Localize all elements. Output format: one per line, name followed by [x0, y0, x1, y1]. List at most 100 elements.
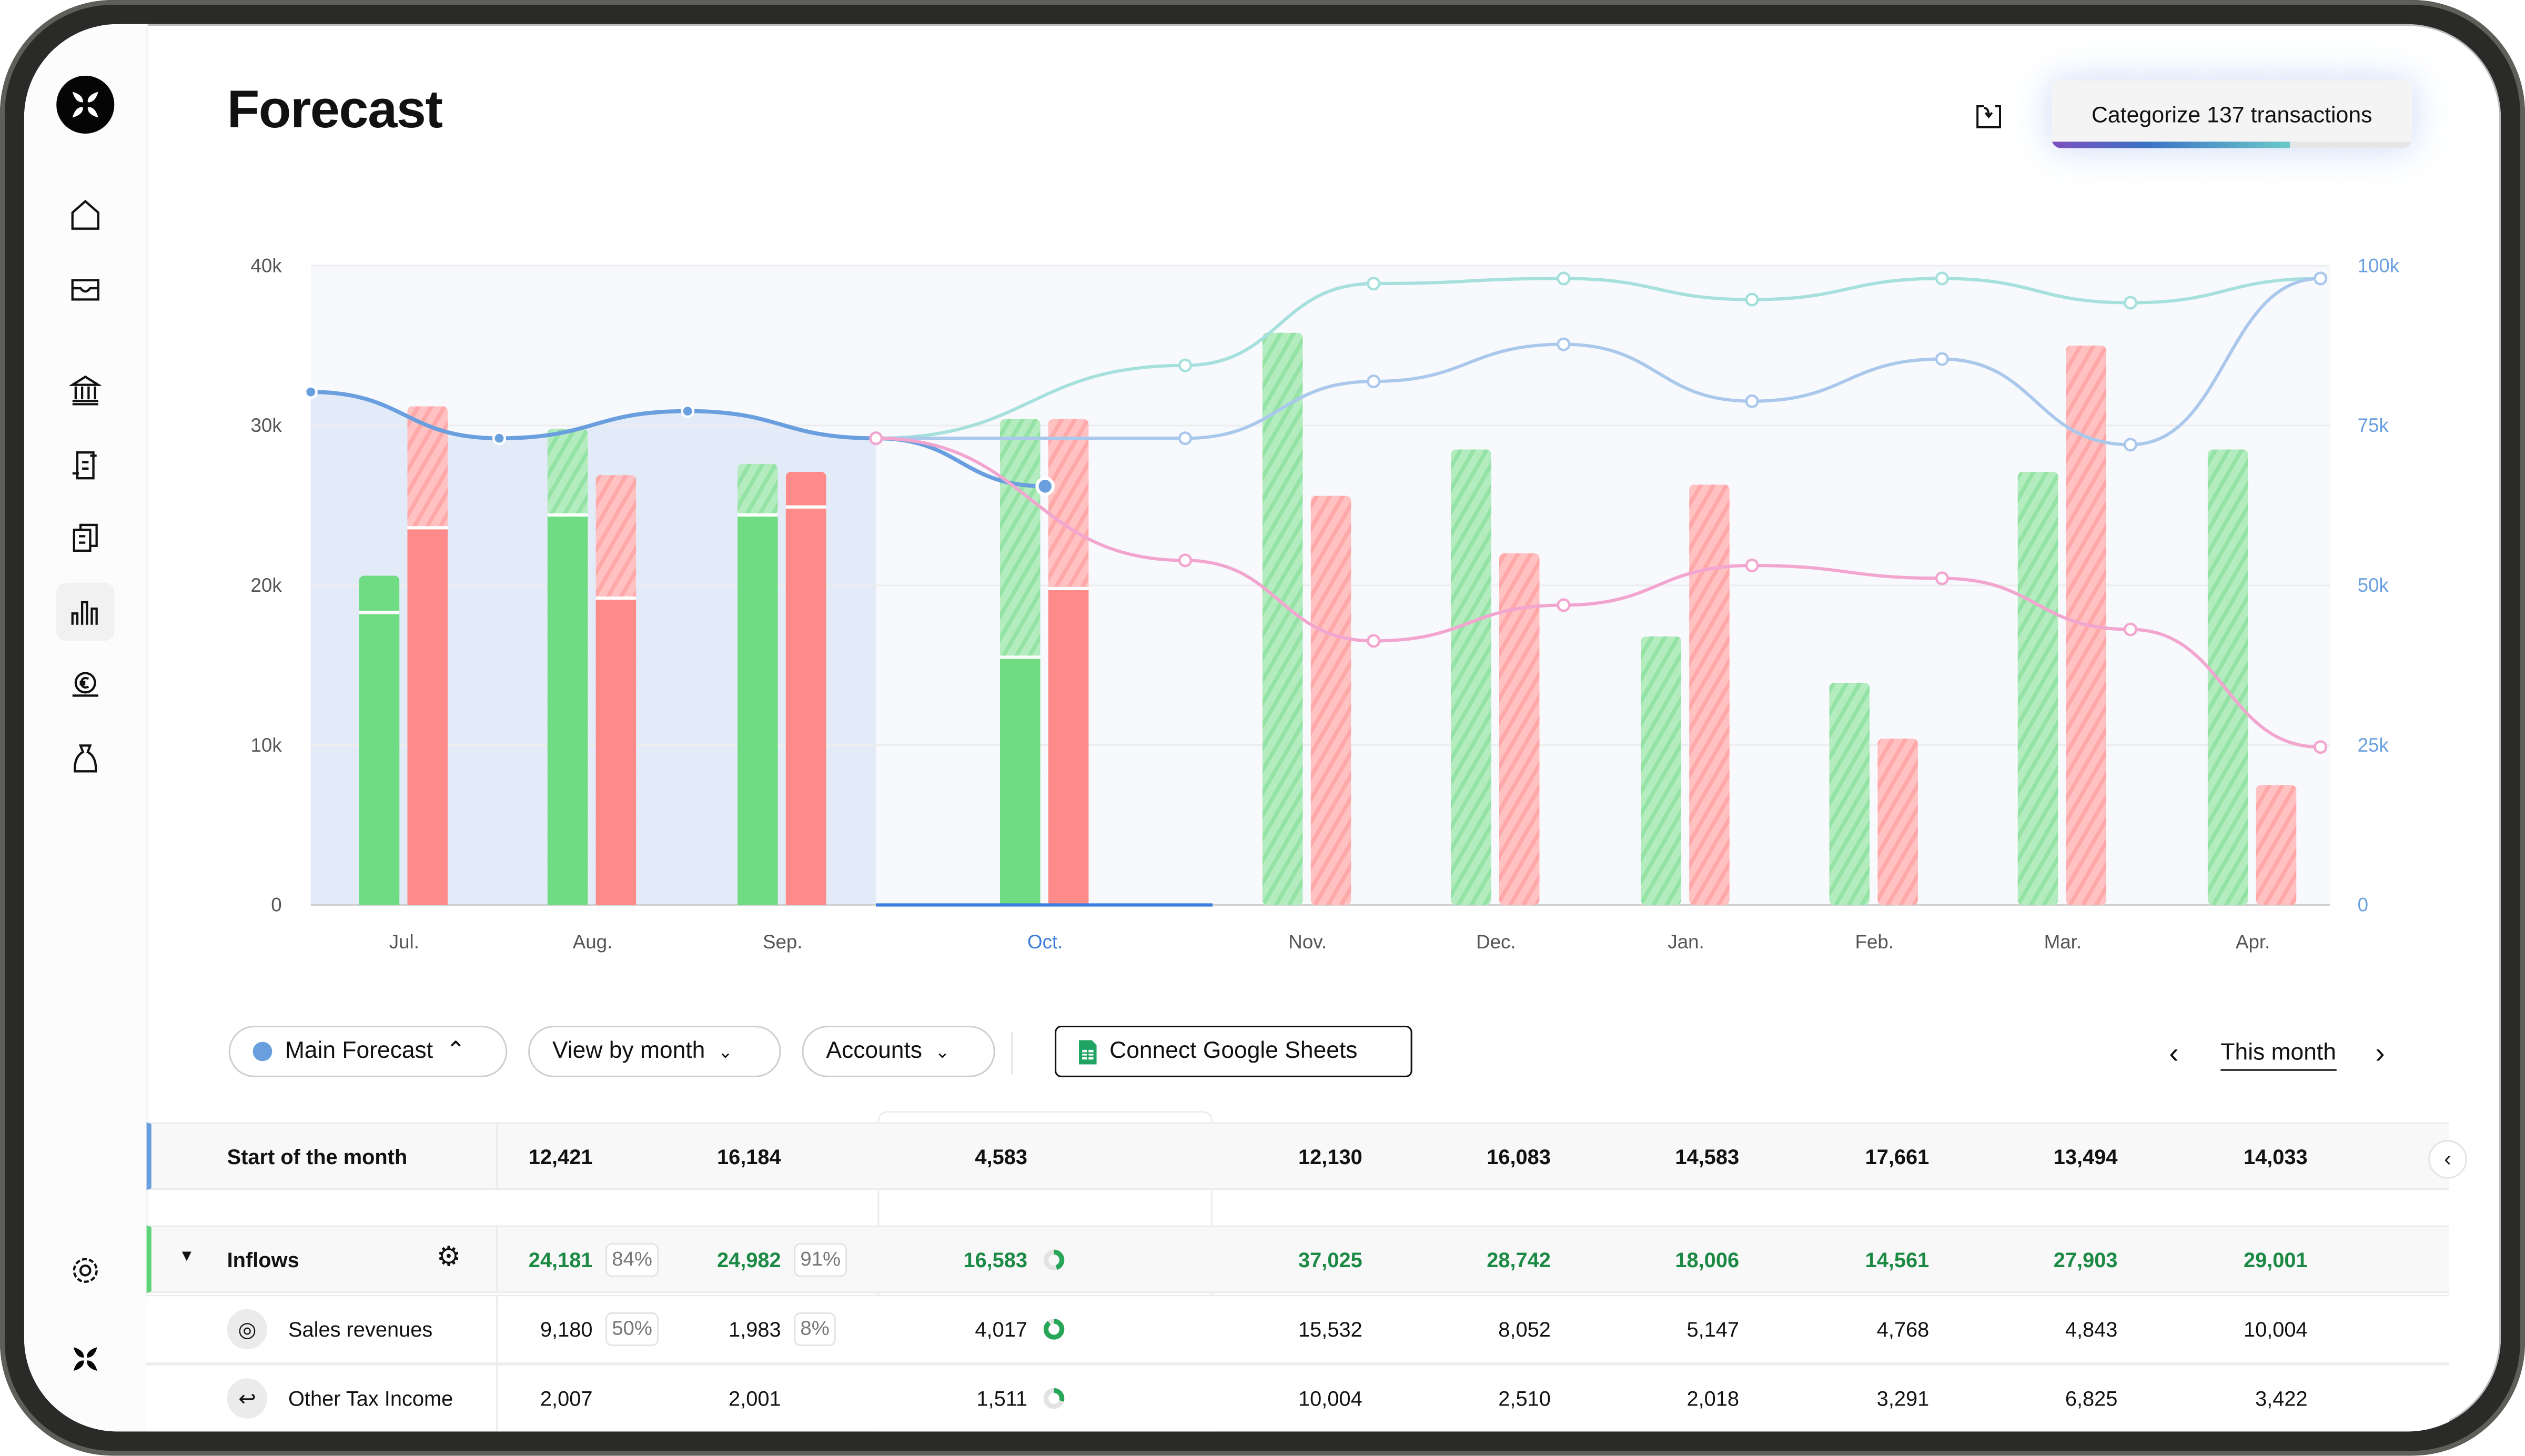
series-point: [1745, 394, 1759, 408]
inflows-bar-forecast: [1262, 332, 1303, 905]
inflows-bar-forecast: [1641, 636, 1681, 905]
sidebar-item-transactions[interactable]: [56, 437, 114, 494]
series-point: [492, 431, 506, 446]
progress-ring: [1043, 1319, 1065, 1340]
google-sheets-icon: [1079, 1039, 1097, 1064]
brand-mark: [56, 1330, 114, 1388]
progress-ring: [1043, 1249, 1065, 1271]
series-point: [1557, 271, 1571, 286]
cell-value: 4,768: [1876, 1317, 1930, 1341]
series-point: [1745, 292, 1759, 307]
x-tick-label: Jan.: [1668, 931, 1704, 953]
row-label: Inflows: [227, 1248, 299, 1272]
accounts-label: Accounts: [826, 1038, 923, 1065]
series-point: [1035, 477, 1055, 496]
outflows-bar-forecast: [2256, 785, 2297, 905]
right-tick-label: 0: [2358, 894, 2368, 916]
row-label: Other Tax Income: [288, 1386, 453, 1411]
sidebar-item-documents[interactable]: [56, 509, 114, 567]
balance-area: [310, 392, 876, 905]
cell-value: 1,511: [976, 1386, 1028, 1411]
sidebar-item-forecast[interactable]: [56, 583, 115, 641]
series-point: [2123, 438, 2137, 452]
collapse-columns-button[interactable]: ‹: [2428, 1140, 2467, 1179]
connect-google-sheets-button[interactable]: Connect Google Sheets: [1055, 1025, 1412, 1077]
accounts-dropdown[interactable]: Accounts ⌄: [802, 1025, 995, 1077]
sidebar-item-funding[interactable]: [56, 730, 114, 787]
previous-period-button[interactable]: ‹: [2169, 1037, 2179, 1069]
series-point: [2123, 296, 2137, 310]
series-point: [1935, 571, 1949, 585]
outflows-bar-forecast: [1499, 553, 1540, 905]
inflows-bar-forecast: [1451, 449, 1491, 905]
cell-value: 27,903: [2053, 1248, 2118, 1272]
expand-toggle-icon[interactable]: ▼: [178, 1248, 195, 1266]
gear-icon[interactable]: ⚙: [436, 1241, 461, 1272]
gear-icon: [73, 1258, 98, 1283]
bar-chart-icon: [71, 601, 98, 625]
cell-value: 4,583: [975, 1145, 1028, 1169]
cell-value: 29,001: [2243, 1248, 2308, 1272]
sidebar-item-home[interactable]: [56, 187, 114, 245]
series-point: [1935, 352, 1949, 366]
target-icon: ◎: [227, 1309, 268, 1350]
scenario-dropdown[interactable]: Main Forecast ⌃: [228, 1025, 508, 1077]
settings-button[interactable]: [56, 1241, 114, 1299]
series-point: [1745, 559, 1759, 573]
next-period-button[interactable]: ›: [2375, 1037, 2385, 1069]
cell-value: 4,017: [975, 1317, 1028, 1341]
series-point: [2314, 740, 2328, 754]
import-button[interactable]: [1974, 102, 2003, 138]
categorize-label: Categorize 137 transactions: [2091, 101, 2372, 127]
series-point: [869, 431, 883, 446]
x-tick-label: Mar.: [2044, 931, 2082, 953]
cell-value: 2,007: [540, 1386, 593, 1411]
home-icon: [71, 199, 99, 230]
cell-value: 10,004: [1298, 1386, 1362, 1411]
cell-value: 24,181: [528, 1248, 593, 1272]
scenario-color-dot: [252, 1042, 272, 1061]
period-label[interactable]: This month: [2220, 1040, 2336, 1071]
column-divider: [496, 1122, 498, 1190]
percentage-badge: 91%: [794, 1243, 847, 1277]
cell-value: 6,825: [2065, 1386, 2118, 1411]
right-tick-label: 25k: [2358, 734, 2389, 756]
categorize-progress: [2051, 141, 2412, 148]
view-dropdown[interactable]: View by month ⌄: [528, 1025, 781, 1077]
series-point: [1178, 553, 1193, 568]
percentage-badge: 8%: [794, 1312, 836, 1347]
cell-value: 16,184: [716, 1145, 781, 1169]
outflows-bar-forecast: [1877, 739, 1918, 905]
series-point: [2123, 622, 2137, 636]
inbox-icon: [71, 279, 99, 301]
import-icon: [1976, 105, 2001, 128]
outflows-bar-actual: [407, 528, 448, 905]
logo[interactable]: [56, 75, 115, 134]
cell-value: 5,147: [1686, 1317, 1740, 1341]
series-point: [1178, 358, 1193, 372]
sidebar-item-bank[interactable]: [56, 362, 114, 420]
categorize-transactions-button[interactable]: Categorize 137 transactions: [2051, 80, 2412, 148]
sidebar-item-payments[interactable]: [56, 655, 114, 713]
app-screen: Forecast Categorize 137 transactions 0 0 1…: [24, 24, 2501, 1432]
cell-value: 16,083: [1487, 1145, 1551, 1169]
page-title: Forecast: [227, 78, 443, 139]
bank-icon: [69, 375, 102, 406]
scenario-label: Main Forecast: [285, 1038, 433, 1065]
column-divider: [496, 1363, 498, 1432]
sidebar-item-inbox[interactable]: [56, 261, 114, 319]
outflows-bar-actual: [1048, 588, 1089, 905]
categorize-progress-fill: [2051, 141, 2290, 148]
row-label: Sales revenues: [288, 1317, 433, 1341]
left-tick-label: 30k: [251, 414, 282, 436]
row-label: Start of the month: [227, 1145, 408, 1169]
cell-value: 1,983: [729, 1317, 781, 1341]
cell-value: 12,421: [528, 1145, 593, 1169]
cell-value: 37,025: [1298, 1248, 1362, 1272]
cell-value: 9,180: [540, 1317, 593, 1341]
series-point: [1935, 271, 1949, 286]
series-point: [1557, 337, 1571, 351]
x-tick-label: Sep.: [763, 931, 803, 953]
cell-value: 14,561: [1865, 1248, 1930, 1272]
x-tick-label: Feb.: [1855, 931, 1893, 953]
